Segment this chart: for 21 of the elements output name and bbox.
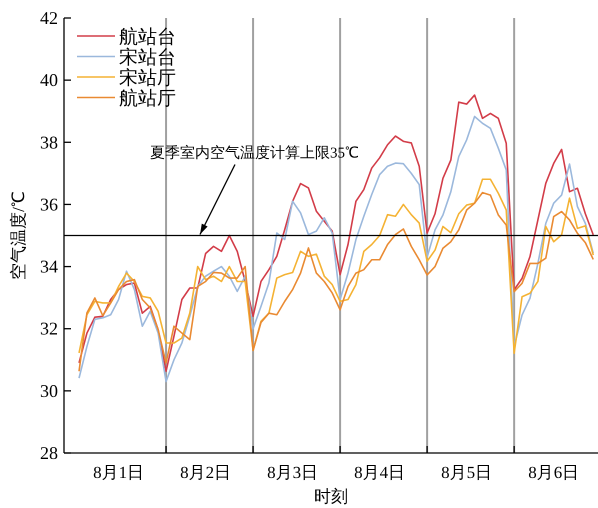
x-tick-label: 8月3日 <box>267 463 318 482</box>
x-tick-label: 8月1日 <box>93 463 144 482</box>
x-tick-label: 8月5日 <box>441 463 492 482</box>
y-tick-label: 32 <box>40 318 58 339</box>
y-tick-label: 40 <box>40 70 58 90</box>
x-axis-title: 时刻 <box>314 487 348 506</box>
y-tick-label: 36 <box>40 194 58 214</box>
x-tick-label: 8月2日 <box>180 463 232 482</box>
x-tick-label: 8月4日 <box>354 463 406 482</box>
y-tick-label: 30 <box>40 380 58 401</box>
y-tick-label: 28 <box>40 443 58 463</box>
legend-label: 宋站台 <box>119 46 176 68</box>
y-tick-label: 38 <box>40 132 58 152</box>
y-tick-label: 42 <box>40 8 58 28</box>
y-axis-title: 空气温度/℃ <box>9 191 28 280</box>
y-tick-label: 34 <box>40 256 58 277</box>
legend-label: 航站厅 <box>119 88 176 110</box>
legend-label: 航站台 <box>119 26 176 48</box>
ref-line-label: 夏季室内空气温度计算上限35℃ <box>150 144 359 162</box>
x-tick-label: 8月6日 <box>528 463 580 482</box>
legend-label: 宋站厅 <box>119 67 176 89</box>
